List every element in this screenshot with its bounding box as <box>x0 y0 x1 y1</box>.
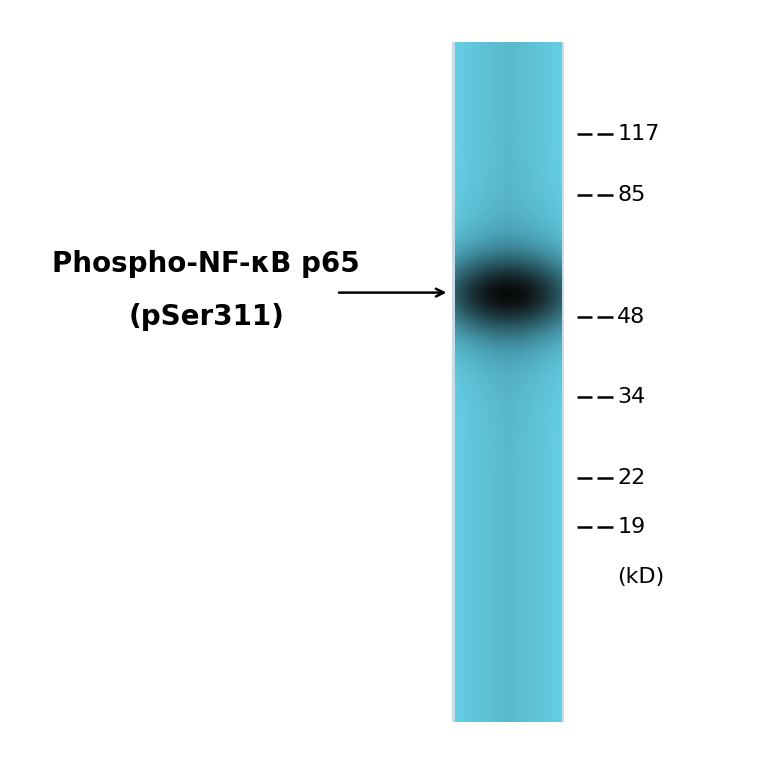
Text: Phospho-NF-κB p65: Phospho-NF-κB p65 <box>53 250 360 277</box>
Text: 85: 85 <box>617 185 646 205</box>
Text: (kD): (kD) <box>617 567 665 587</box>
Bar <box>452 42 455 722</box>
Text: 19: 19 <box>617 517 646 537</box>
Text: 117: 117 <box>617 124 659 144</box>
Text: (pSer311): (pSer311) <box>128 303 284 331</box>
Text: 48: 48 <box>617 307 646 327</box>
Text: 34: 34 <box>617 387 646 407</box>
Bar <box>562 42 564 722</box>
Text: 22: 22 <box>617 468 646 487</box>
